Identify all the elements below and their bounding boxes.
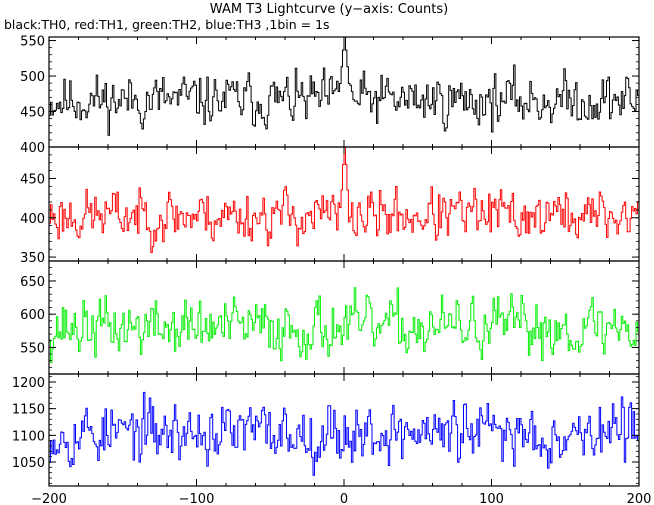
x-tick-label: −200 — [31, 492, 67, 505]
panels-group: 400 450 500 550 350 400 450 550 600 650 1050 1100 11… — [12, 35, 652, 505]
panel-TH0: 400 450 500 550 — [20, 35, 640, 156]
y-tick-label: 1100 — [12, 429, 45, 444]
x-tick-label: 100 — [479, 492, 504, 505]
chart-subtitle: black:TH0, red:TH1, green:TH2, blue:TH3 … — [4, 17, 330, 32]
y-tick-label: 1200 — [12, 376, 45, 391]
chart-title: WAM T3 Lightcurve (y−axis: Counts) — [210, 2, 448, 17]
y-tick-label: 350 — [20, 251, 45, 266]
panel-TH2: 550 600 650 — [20, 260, 640, 375]
series-line-TH2 — [49, 287, 639, 363]
x-tick-label: 0 — [340, 492, 348, 505]
y-tick-label: 1050 — [12, 456, 45, 471]
series-line-TH1 — [49, 147, 639, 253]
x-tick-label: 200 — [627, 492, 652, 505]
y-tick-label: 550 — [20, 35, 45, 50]
y-tick-label: 450 — [20, 172, 45, 187]
y-tick-label: 450 — [20, 106, 45, 121]
y-tick-label: 400 — [20, 212, 45, 227]
y-tick-label: 600 — [20, 308, 45, 323]
y-tick-label: 650 — [20, 275, 45, 290]
y-tick-label: 400 — [20, 141, 45, 156]
panel-TH3: 1050 1100 1150 1200 — [12, 373, 640, 487]
y-tick-label: 1150 — [12, 403, 45, 418]
x-tick-label: −100 — [179, 492, 215, 505]
series-line-TH3 — [49, 391, 639, 476]
panel-frame — [48, 36, 640, 148]
y-tick-label: 500 — [20, 70, 45, 85]
panel-TH1: 350 400 450 — [20, 146, 640, 266]
series-line-TH0 — [49, 37, 639, 136]
y-tick-label: 550 — [20, 341, 45, 356]
